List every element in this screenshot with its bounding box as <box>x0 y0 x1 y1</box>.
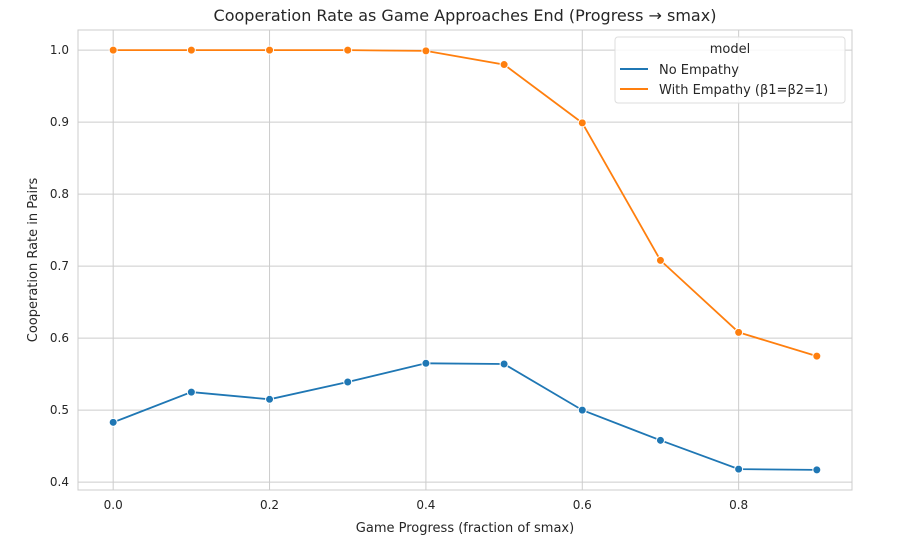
x-tick-label: 0.0 <box>104 498 123 512</box>
x-tick-label: 0.8 <box>729 498 748 512</box>
data-point <box>265 45 275 55</box>
data-point <box>499 359 509 369</box>
data-point <box>108 417 118 427</box>
y-axis-label: Cooperation Rate in Pairs <box>26 178 41 343</box>
y-tick-label: 1.0 <box>50 43 69 57</box>
grid <box>78 30 852 490</box>
data-point <box>577 118 587 128</box>
x-tick-label: 0.2 <box>260 498 279 512</box>
data-point <box>655 435 665 445</box>
tick-labels: 0.0 0.2 0.4 0.6 0.8 0.4 0.5 0.6 0.7 0.8 0.9 1.0 <box>50 43 748 512</box>
y-tick-label: 0.6 <box>50 331 69 345</box>
data-point <box>655 255 665 265</box>
data-point <box>734 327 744 337</box>
legend-label-no-empathy: No Empathy <box>659 63 739 78</box>
data-point <box>186 387 196 397</box>
plot-area <box>77 29 853 491</box>
data-point <box>577 405 587 415</box>
series-line-0 <box>112 362 817 471</box>
data-point <box>343 45 353 55</box>
series-line-1 <box>113 49 818 357</box>
chart-title: Cooperation Rate as Game Approaches End … <box>214 6 717 25</box>
data-point <box>265 394 275 404</box>
y-tick-label: 0.7 <box>50 259 69 273</box>
y-tick-label: 0.8 <box>50 187 69 201</box>
legend-title: model <box>710 42 750 57</box>
y-tick-label: 0.4 <box>50 475 69 489</box>
data-point <box>812 351 822 361</box>
data-point <box>343 377 353 387</box>
legend: model No Empathy With Empathy (β1=β2=1) <box>614 36 846 104</box>
data-point <box>812 465 822 475</box>
x-axis-label: Game Progress (fraction of smax) <box>356 521 574 536</box>
y-tick-label: 0.5 <box>50 403 69 417</box>
data-point <box>499 60 509 70</box>
data-point <box>421 46 431 56</box>
legend-box <box>614 36 846 104</box>
legend-label-with-empathy: With Empathy (β1=β2=1) <box>659 83 828 98</box>
x-tick-label: 0.6 <box>573 498 592 512</box>
y-tick-label: 0.9 <box>50 115 69 129</box>
series-lines <box>108 45 822 475</box>
data-point <box>734 464 744 474</box>
x-tick-label: 0.4 <box>416 498 435 512</box>
data-point <box>421 358 431 368</box>
data-point <box>108 45 118 55</box>
data-point <box>186 45 196 55</box>
